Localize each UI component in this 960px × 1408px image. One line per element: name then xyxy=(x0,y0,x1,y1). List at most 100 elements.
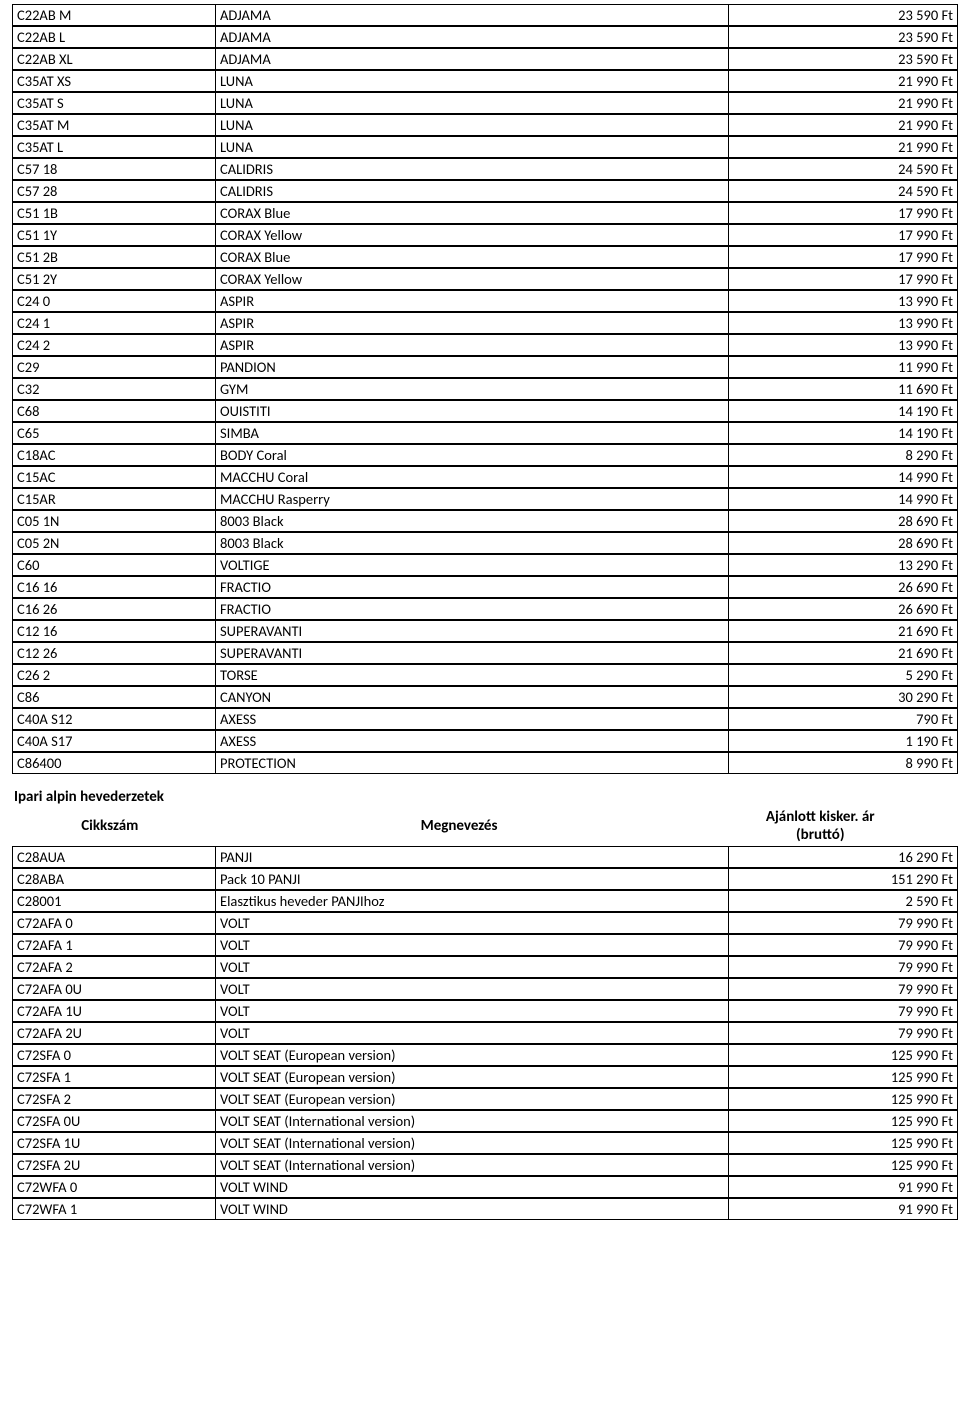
cell-price: 21 990 Ft xyxy=(729,93,958,114)
table-row: C12 26SUPERAVANTI21 690 Ft xyxy=(12,642,948,664)
cell-code: C16 16 xyxy=(13,577,216,598)
cell-price: 79 990 Ft xyxy=(729,979,958,1000)
cell-code: C57 28 xyxy=(13,181,216,202)
table-row: C72AFA 1UVOLT79 990 FtÚj xyxy=(12,1000,948,1022)
cell-name: LUNA xyxy=(216,137,729,158)
cell-code: C12 26 xyxy=(13,643,216,664)
table-row: C72WFA 0VOLT WIND91 990 FtÚj xyxy=(12,1176,948,1198)
cell-name: LUNA xyxy=(216,115,729,136)
cell-name: VOLT xyxy=(216,1023,729,1044)
cell-code: C28ABA xyxy=(13,869,216,890)
table-row: C51 2BCORAX Blue17 990 Ft xyxy=(12,246,948,268)
cell-code: C35AT S xyxy=(13,93,216,114)
table-row: C28AUAPANJI16 290 Ft xyxy=(12,846,948,868)
cell-name: ASPIR xyxy=(216,335,729,356)
table-row: C35AT LLUNA21 990 Ft xyxy=(12,136,948,158)
table-row: C15ACMACCHU Coral14 990 Ft xyxy=(12,466,948,488)
cell-name: CORAX Blue xyxy=(216,247,729,268)
cell-price: 79 990 Ft xyxy=(729,935,958,956)
cell-code: C28AUA xyxy=(13,847,216,868)
cell-name: 8003 Black xyxy=(216,533,729,554)
cell-name: PANDION xyxy=(216,357,729,378)
cell-code: C35AT M xyxy=(13,115,216,136)
table-row: C72AFA 0VOLT79 990 FtÚj xyxy=(12,912,948,934)
cell-name: CORAX Yellow xyxy=(216,269,729,290)
price-table-1: C22AB MADJAMA23 590 FtC22AB LADJAMA23 59… xyxy=(12,4,948,774)
cell-code: C35AT L xyxy=(13,137,216,158)
cell-price: 5 290 Ft xyxy=(729,665,958,686)
table-row: C51 1YCORAX Yellow17 990 Ft xyxy=(12,224,948,246)
cell-price: 21 990 Ft xyxy=(729,115,958,136)
cell-price: 21 690 Ft xyxy=(729,643,958,664)
cell-price: 151 290 Ft xyxy=(729,869,958,890)
cell-price: 17 990 Ft xyxy=(729,247,958,268)
cell-name: VOLT SEAT (European version) xyxy=(216,1067,729,1088)
cell-code: C22AB XL xyxy=(13,49,216,70)
cell-price: 790 Ft xyxy=(729,709,958,730)
cell-price: 14 990 Ft xyxy=(729,489,958,510)
cell-price: 23 590 Ft xyxy=(729,5,958,26)
cell-code: C24 1 xyxy=(13,313,216,334)
cell-name: GYM xyxy=(216,379,729,400)
table-row: C72AFA 1VOLT79 990 FtÚj xyxy=(12,934,948,956)
table2-header: Cikkszám Megnevezés Ajánlott kisker. ár … xyxy=(12,808,930,844)
table-row: C86CANYON30 290 Ft xyxy=(12,686,948,708)
cell-price: 79 990 Ft xyxy=(729,957,958,978)
cell-name: BODY Coral xyxy=(216,445,729,466)
table-row: C22AB LADJAMA23 590 Ft xyxy=(12,26,948,48)
cell-name: LUNA xyxy=(216,93,729,114)
cell-price: 11 690 Ft xyxy=(729,379,958,400)
table-row: C12 16SUPERAVANTI21 690 Ft xyxy=(12,620,948,642)
cell-name: MACCHU Rasperry xyxy=(216,489,729,510)
table-row: C05 1N8003 Black28 690 Ft xyxy=(12,510,948,532)
table-row: C16 16FRACTIO26 690 Ft xyxy=(12,576,948,598)
cell-price: 1 190 Ft xyxy=(729,731,958,752)
cell-code: C12 16 xyxy=(13,621,216,642)
cell-price: 79 990 Ft xyxy=(729,1023,958,1044)
cell-code: C22AB L xyxy=(13,27,216,48)
cell-price: 8 290 Ft xyxy=(729,445,958,466)
cell-code: C72AFA 2U xyxy=(13,1023,216,1044)
cell-price: 28 690 Ft xyxy=(729,533,958,554)
cell-name: VOLT xyxy=(216,957,729,978)
cell-code: C15AC xyxy=(13,467,216,488)
cell-code: C51 1Y xyxy=(13,225,216,246)
cell-name: ADJAMA xyxy=(216,5,729,26)
cell-price: 14 990 Ft xyxy=(729,467,958,488)
cell-code: C72AFA 0U xyxy=(13,979,216,1000)
section-title: Ipari alpin hevederzetek xyxy=(14,788,948,806)
cell-name: PROTECTION xyxy=(216,753,729,774)
table-row: C51 2YCORAX Yellow17 990 Ft xyxy=(12,268,948,290)
cell-code: C72SFA 2 xyxy=(13,1089,216,1110)
table-row: C35AT XSLUNA21 990 Ft xyxy=(12,70,948,92)
cell-code: C16 26 xyxy=(13,599,216,620)
cell-code: C29 xyxy=(13,357,216,378)
cell-price: 26 690 Ft xyxy=(729,599,958,620)
cell-code: C72SFA 0 xyxy=(13,1045,216,1066)
cell-code: C65 xyxy=(13,423,216,444)
cell-name: VOLT xyxy=(216,1001,729,1022)
cell-code: C72SFA 2U xyxy=(13,1155,216,1176)
cell-price: 23 590 Ft xyxy=(729,27,958,48)
cell-code: C72SFA 1 xyxy=(13,1067,216,1088)
cell-price: 91 990 Ft xyxy=(729,1199,958,1220)
cell-code: C72AFA 1 xyxy=(13,935,216,956)
cell-code: C28001 xyxy=(13,891,216,912)
cell-name: CANYON xyxy=(216,687,729,708)
cell-price: 16 290 Ft xyxy=(729,847,958,868)
cell-code: C24 2 xyxy=(13,335,216,356)
cell-name: LUNA xyxy=(216,71,729,92)
cell-code: C40A S12 xyxy=(13,709,216,730)
table-row: C72AFA 0UVOLT79 990 FtÚj xyxy=(12,978,948,1000)
table-row: C60VOLTIGE13 290 Ft xyxy=(12,554,948,576)
cell-price: 13 990 Ft xyxy=(729,313,958,334)
cell-price: 8 990 Ft xyxy=(729,753,958,774)
table-row: C28001Elasztikus heveder PANJIhoz2 590 F… xyxy=(12,890,948,912)
table-row: C72AFA 2UVOLT79 990 FtÚj xyxy=(12,1022,948,1044)
cell-name: AXESS xyxy=(216,709,729,730)
cell-price: 21 990 Ft xyxy=(729,71,958,92)
table-row: C29PANDION11 990 Ft xyxy=(12,356,948,378)
cell-name: VOLT SEAT (International version) xyxy=(216,1133,729,1154)
cell-name: SIMBA xyxy=(216,423,729,444)
cell-name: VOLTIGE xyxy=(216,555,729,576)
